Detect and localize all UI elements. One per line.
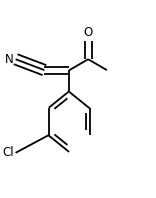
Text: N: N <box>5 53 13 66</box>
Text: O: O <box>83 26 93 39</box>
Text: Cl: Cl <box>2 146 14 159</box>
